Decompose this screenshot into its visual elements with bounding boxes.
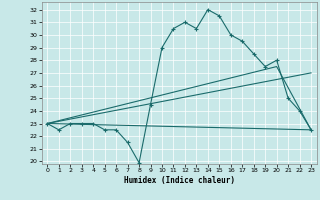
X-axis label: Humidex (Indice chaleur): Humidex (Indice chaleur) bbox=[124, 176, 235, 185]
